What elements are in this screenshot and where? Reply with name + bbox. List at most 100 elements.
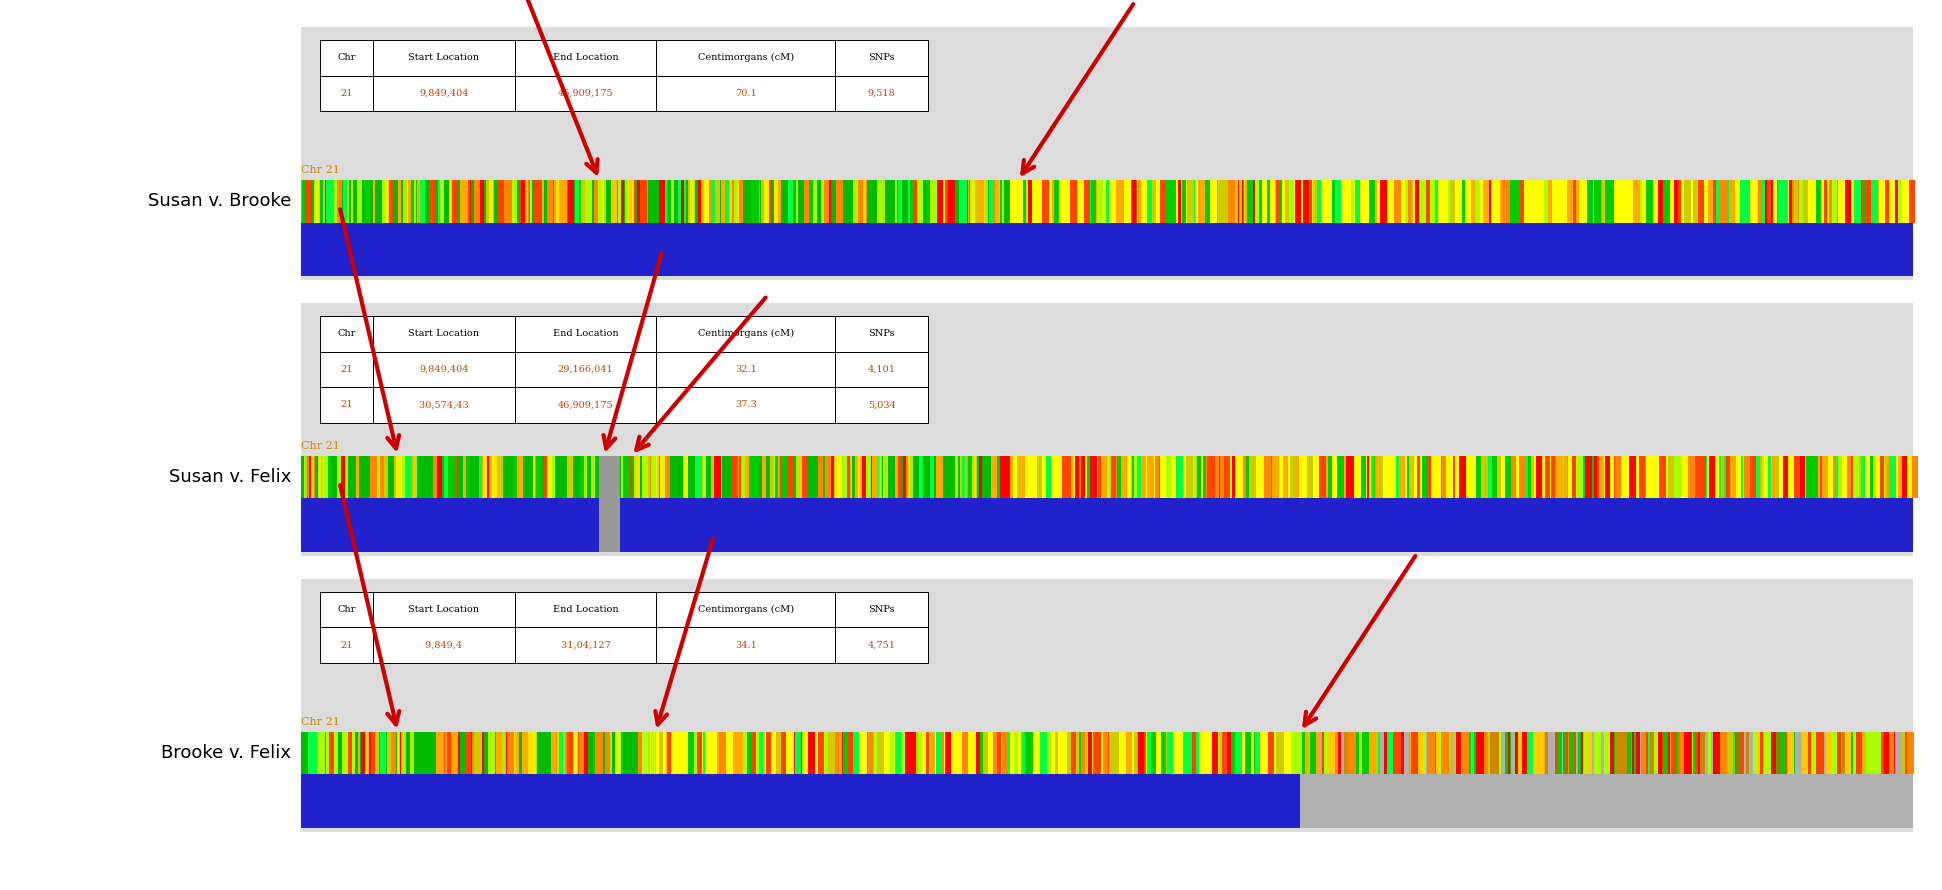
- Bar: [1806, 732, 1812, 774]
- Bar: [711, 456, 715, 498]
- Bar: [979, 456, 983, 498]
- Bar: [1208, 456, 1214, 498]
- Bar: [1014, 732, 1016, 774]
- Bar: [1474, 732, 1478, 774]
- Bar: [1183, 732, 1189, 774]
- Bar: [1109, 732, 1113, 774]
- Bar: [639, 732, 647, 774]
- Bar: [695, 732, 699, 774]
- Bar: [1023, 180, 1027, 222]
- Bar: [765, 732, 771, 774]
- Bar: [1612, 732, 1618, 774]
- Bar: [515, 627, 656, 663]
- Bar: [408, 180, 412, 222]
- Bar: [1680, 732, 1682, 774]
- Bar: [619, 180, 623, 222]
- Bar: [1350, 456, 1352, 498]
- Bar: [357, 180, 363, 222]
- Bar: [1474, 732, 1478, 774]
- Bar: [412, 180, 418, 222]
- Bar: [1165, 180, 1169, 222]
- Bar: [501, 180, 505, 222]
- Bar: [1138, 732, 1144, 774]
- Bar: [1590, 456, 1594, 498]
- Bar: [1833, 732, 1837, 774]
- Bar: [408, 180, 414, 222]
- Bar: [1905, 732, 1911, 774]
- Bar: [320, 316, 373, 352]
- Bar: [1369, 732, 1375, 774]
- Bar: [410, 732, 414, 774]
- Bar: [1536, 732, 1538, 774]
- Bar: [1223, 456, 1231, 498]
- Bar: [851, 732, 856, 774]
- Bar: [1334, 180, 1340, 222]
- Bar: [1662, 732, 1668, 774]
- Bar: [1088, 732, 1091, 774]
- Bar: [1214, 456, 1220, 498]
- Bar: [555, 180, 559, 222]
- Bar: [324, 180, 328, 222]
- Bar: [320, 180, 328, 222]
- Bar: [373, 732, 375, 774]
- Bar: [835, 456, 839, 498]
- Bar: [1324, 732, 1328, 774]
- Bar: [610, 456, 616, 498]
- Text: 21: 21: [340, 400, 353, 409]
- Bar: [1014, 732, 1018, 774]
- Bar: [581, 456, 585, 498]
- Text: Centimorgans (cM): Centimorgans (cM): [697, 53, 794, 62]
- Bar: [1387, 732, 1394, 774]
- Bar: [1089, 456, 1097, 498]
- Bar: [1233, 180, 1237, 222]
- Bar: [827, 180, 831, 222]
- Bar: [1394, 180, 1400, 222]
- Bar: [1746, 180, 1750, 222]
- Bar: [961, 732, 967, 774]
- Bar: [1093, 180, 1097, 222]
- Text: SNPs: SNPs: [868, 53, 895, 62]
- Bar: [1756, 456, 1761, 498]
- Bar: [854, 180, 862, 222]
- Bar: [662, 456, 666, 498]
- Bar: [1225, 732, 1231, 774]
- Bar: [1097, 456, 1103, 498]
- Bar: [1222, 732, 1227, 774]
- Bar: [1777, 732, 1781, 774]
- Bar: [1721, 456, 1724, 498]
- Bar: [1581, 732, 1587, 774]
- Bar: [1688, 180, 1691, 222]
- Bar: [1266, 180, 1270, 222]
- Bar: [1594, 180, 1602, 222]
- Bar: [1109, 456, 1117, 498]
- Bar: [996, 456, 1002, 498]
- Bar: [1004, 456, 1010, 498]
- Bar: [1540, 732, 1544, 774]
- Bar: [1352, 180, 1354, 222]
- Bar: [1113, 732, 1119, 774]
- Bar: [977, 180, 983, 222]
- Bar: [1097, 180, 1103, 222]
- Bar: [373, 40, 515, 76]
- Bar: [680, 180, 684, 222]
- Bar: [847, 456, 851, 498]
- Bar: [610, 732, 612, 774]
- Bar: [878, 732, 884, 774]
- Bar: [917, 180, 922, 222]
- Bar: [1359, 732, 1363, 774]
- Bar: [1800, 456, 1804, 498]
- Bar: [1429, 732, 1435, 774]
- Bar: [1189, 180, 1192, 222]
- Bar: [1441, 456, 1447, 498]
- Bar: [827, 732, 835, 774]
- Bar: [1117, 456, 1121, 498]
- Bar: [853, 732, 858, 774]
- Bar: [371, 732, 375, 774]
- Bar: [550, 732, 557, 774]
- Bar: [524, 180, 528, 222]
- Bar: [656, 40, 835, 76]
- Bar: [1418, 180, 1425, 222]
- Bar: [1895, 180, 1901, 222]
- Bar: [1882, 456, 1886, 498]
- Bar: [1023, 732, 1029, 774]
